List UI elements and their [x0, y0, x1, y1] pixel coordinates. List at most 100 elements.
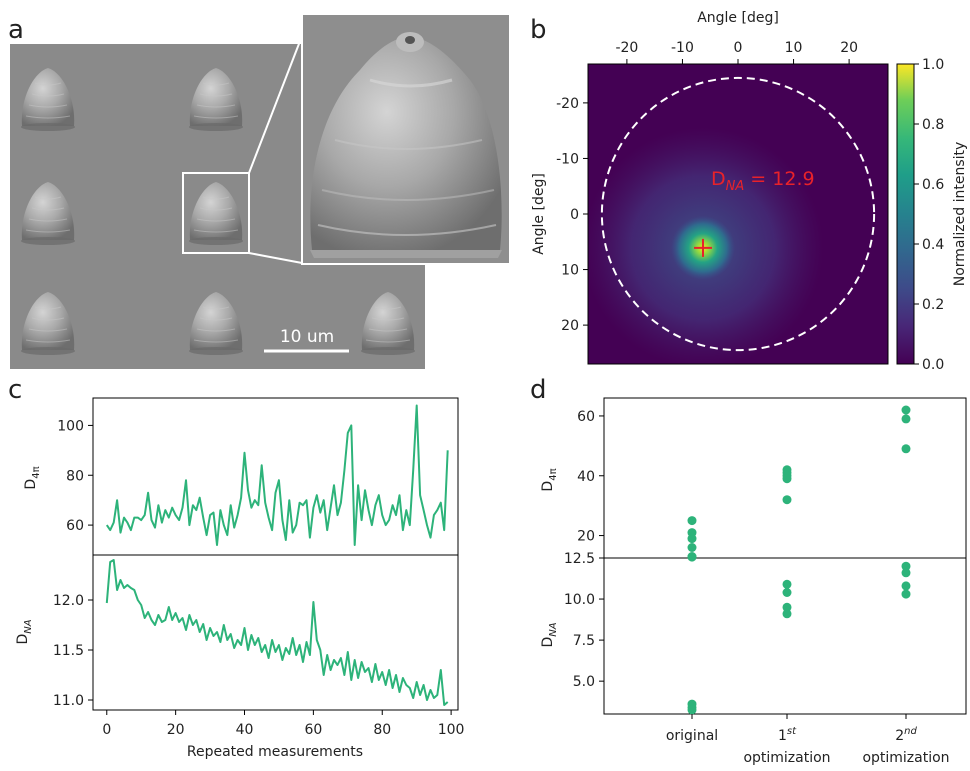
c-ytick-label: 60 — [66, 518, 84, 534]
c-top-ylabel-base: D — [23, 479, 39, 490]
na-annotation-base: D — [711, 168, 726, 190]
microlens — [189, 292, 243, 355]
na-annotation-sub: NA — [726, 179, 745, 194]
colorbar-tick-label: 0.0 — [922, 357, 944, 373]
colorbar-tick-label: 0.2 — [922, 297, 944, 313]
d-ytick-label: 60 — [577, 409, 595, 425]
microlens — [189, 68, 243, 131]
dna-point — [782, 609, 792, 619]
d-top-ylabel: D4π — [540, 468, 559, 491]
zoom-line-top — [248, 35, 303, 174]
d-bottom-ylabel: DNA — [540, 622, 559, 647]
heatmap-xtick-label: 0 — [734, 40, 743, 56]
d-top-ylabel-base: D — [540, 481, 556, 492]
d-ytick-label: 5.0 — [573, 674, 595, 690]
c-ytick-label: 11.0 — [53, 693, 84, 709]
d-xtick-label: original — [666, 728, 718, 744]
sem-inset-lens — [310, 32, 502, 258]
heatmap-ytick-label: -20 — [556, 96, 579, 112]
dna-series-line — [105, 559, 449, 706]
d-ytick-label: 10.0 — [564, 592, 595, 608]
d-ytick-label: 7.5 — [573, 633, 595, 649]
microlens — [21, 68, 75, 131]
heatmap-xtick-label: 20 — [840, 40, 858, 56]
d-bottom-ylabel-sub: NA — [548, 622, 559, 636]
d-top-ylabel-sub: 4π — [548, 468, 559, 480]
colorbar-tick-label: 0.6 — [922, 177, 944, 193]
d4pi-point — [901, 444, 911, 454]
dna-point — [901, 568, 911, 578]
heatmap-ytick-label: -10 — [556, 151, 579, 167]
heatmap-xtick-label: 10 — [785, 40, 803, 56]
d-xtick-label: 2nd — [895, 726, 917, 744]
colorbar-tick-label: 0.8 — [922, 117, 944, 133]
microlens — [189, 182, 243, 245]
heatmap-ytick-label: 0 — [570, 207, 579, 223]
d4pi-point — [782, 495, 792, 505]
dna-point — [782, 579, 792, 589]
c-bottom-ylabel-sub: NA — [23, 619, 34, 633]
c-xtick-label: 20 — [167, 722, 185, 738]
colorbar-tick-label: 1.0 — [922, 57, 944, 73]
heatmap-xtick-label: -20 — [615, 40, 638, 56]
dna-point — [782, 602, 792, 612]
c-ytick-label: 100 — [57, 418, 84, 434]
dna-point — [782, 588, 792, 597]
panel-label-d: d — [530, 375, 547, 405]
panel-label-b: b — [530, 15, 547, 45]
d4pi-point — [901, 405, 911, 415]
repeated-measurements-chart: 60 80 100 11.0 11.5 12.0 0 20 40 60 80 100 Repeat… — [15, 397, 465, 760]
c-bottom-ylabel: DNA — [15, 619, 34, 644]
d-ytick-label: 20 — [577, 529, 595, 545]
d4pi-point — [782, 474, 792, 484]
c-top-ylabel-sub: 4π — [31, 466, 42, 478]
microlens — [361, 292, 415, 355]
microlens — [21, 182, 75, 245]
heatmap-ytick-label: 10 — [561, 263, 579, 279]
d-ytick-label: 40 — [577, 469, 595, 485]
heatmap-xtick-label: -10 — [671, 40, 694, 56]
c-xlabel: Repeated measurements — [187, 744, 363, 760]
c-ytick-label: 12.0 — [53, 593, 84, 609]
peak-marker — [694, 238, 712, 257]
panel-label-c: c — [8, 375, 22, 405]
c-bottom-frame — [92, 554, 459, 711]
colorbar-tick-label: 0.4 — [922, 237, 944, 253]
d4pi-point — [687, 552, 697, 562]
d4pi-point — [687, 516, 697, 526]
c-top-frame — [92, 397, 459, 556]
d-bottom-ylabel-base: D — [540, 637, 556, 648]
c-xtick-label: 60 — [304, 722, 322, 738]
na-circle — [600, 76, 876, 352]
d4pi-point — [901, 414, 911, 424]
zoom-box — [182, 172, 250, 254]
d-xtick-label-line2: optimization — [862, 750, 949, 766]
d-xtick-label: 1st — [778, 726, 797, 744]
dna-point — [687, 705, 697, 715]
scale-bar-label: 10 um — [280, 327, 334, 347]
d-ytick-label: 12.5 — [564, 551, 595, 567]
d4pi-series-line — [105, 404, 449, 546]
c-bottom-ylabel-base: D — [15, 634, 31, 645]
c-top-ylabel: D4π — [23, 466, 42, 489]
optimization-comparison-chart: 20 40 60 5.0 7.5 10.0 12.5 original 1st optimiz… — [540, 397, 967, 766]
d4pi-point — [687, 543, 697, 552]
heatmap-xlabel: Angle [deg] — [697, 10, 779, 26]
c-xtick-label: 0 — [102, 722, 111, 738]
colorbar — [896, 63, 915, 365]
c-xtick-label: 100 — [438, 722, 465, 738]
dna-point — [901, 581, 911, 591]
d-bottom-frame — [603, 557, 967, 715]
heatmap-ytick-label: 20 — [561, 318, 579, 334]
microlens — [21, 292, 75, 355]
colorbar-label: Normalized intensity — [952, 142, 968, 287]
d4pi-point — [687, 534, 697, 544]
sem-image-panel: 10 um — [10, 13, 511, 369]
dna-point — [901, 561, 911, 571]
zoom-line-bottom — [248, 252, 303, 264]
c-ytick-label: 11.5 — [53, 643, 84, 659]
na-annotation-value: = 12.9 — [744, 168, 814, 190]
heatmap-ylabel: Angle [deg] — [531, 173, 547, 255]
c-ytick-label: 80 — [66, 468, 84, 484]
